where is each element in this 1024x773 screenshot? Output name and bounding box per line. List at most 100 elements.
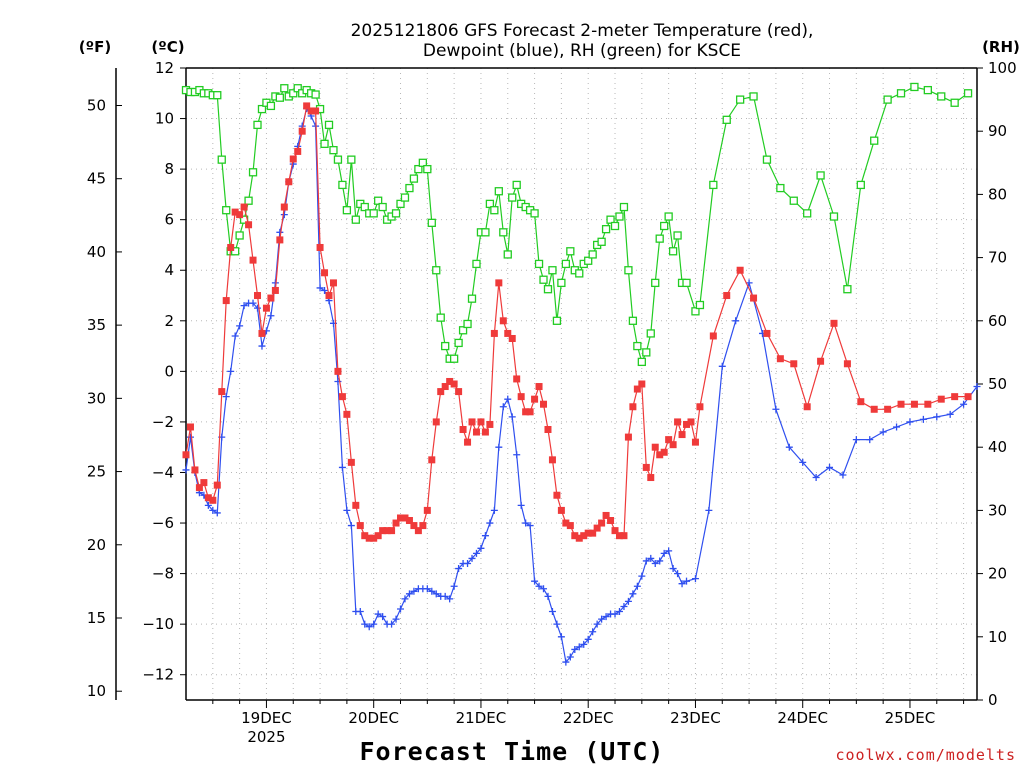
rh-point [749,92,758,101]
rh-point [454,338,463,348]
temperature-point [289,155,297,163]
rh-point [923,85,932,95]
fahrenheit-tick-label: 30 [87,389,106,407]
temperature-point [321,269,329,277]
dewpoint-point [629,590,637,598]
dewpoint-point [204,501,212,509]
temperature-point [611,527,619,535]
temperature-point [499,317,507,325]
temperature-point [316,243,324,251]
dewpoint-point [186,433,194,441]
celsius-tick-label: 12 [155,59,174,77]
dewpoint-point [589,628,597,636]
dewpoint-point [361,620,369,628]
temperature-point [472,428,480,436]
rh-tick-label: 30 [988,501,1007,519]
rh-point [937,92,946,101]
rh-point [423,164,432,174]
dewpoint-point [508,413,516,421]
temperature-point [227,243,235,251]
temperature-point [262,304,270,312]
celsius-tick-label: 4 [164,261,174,279]
dewpoint-point [866,436,874,444]
rh-point [329,146,338,155]
celsius-tick-label: −2 [152,413,174,431]
temperature-point [750,294,758,302]
rh-point [333,155,343,164]
temperature-point [575,534,583,542]
temperature-point [254,292,262,300]
dewpoint-point [544,592,552,600]
rh-point [722,115,731,124]
day-tick-label: 23DEC [670,709,721,727]
temperature-point [553,491,561,499]
dewpoint-point [504,395,512,403]
rh-point [467,294,477,303]
temperature-point [428,456,436,464]
dewpoint-point [338,463,346,471]
rh-point [338,180,347,190]
dewpoint-point [893,423,901,431]
rh-point [530,209,539,218]
temperature-point [607,517,615,525]
temperature-point [392,519,400,527]
dewpoint-point [481,532,489,540]
rh-point [584,256,593,265]
rh-tick-label: 90 [988,122,1007,140]
temperature-point [651,443,659,451]
temperature-point [490,329,498,337]
rh-point [651,278,660,288]
rh-point [351,215,360,224]
rh-tick-label: 20 [988,565,1007,583]
fahrenheit-axis-unit: (ºF) [79,38,111,56]
celsius-tick-label: 8 [164,160,174,178]
temperature-point [218,388,226,396]
temperature-point [602,511,610,519]
rh-tick-label: 40 [988,438,1007,456]
temperature-point [736,266,744,274]
dewpoint-point [477,544,485,552]
celsius-tick-label: 6 [164,211,174,229]
rh-point [843,285,852,294]
rh-point [606,215,615,224]
fahrenheit-tick-label: 35 [87,316,106,334]
fahrenheit-tick-label: 40 [87,243,106,261]
dewpoint-point [839,471,847,479]
temperature-point [405,517,413,525]
dewpoint-point [598,615,606,623]
temperature-point [414,527,422,535]
temperature-point [464,438,472,446]
rh-point [503,250,512,259]
temperature-point [240,203,248,211]
dewpoint-point [593,620,601,628]
year-tick-label: 2025 [247,728,285,746]
dewpoint-point [499,403,507,411]
temperature-point [303,102,311,110]
dewpoint-point [799,458,807,466]
dewpoint-point [450,582,458,590]
temperature-point [687,418,695,426]
dewpoint-point [691,575,699,583]
rh-point [673,231,682,240]
temperature-point [629,403,637,411]
temperature-point [204,494,212,502]
rh-tick-label: 70 [988,249,1007,267]
temperature-point [410,522,418,530]
day-tick-label: 22DEC [563,709,614,727]
chart-title-line-1: 2025121806 GFS Forecast 2-meter Temperat… [351,21,814,41]
dewpoint-point [441,592,449,600]
dewpoint-point [276,228,284,236]
dewpoint-point [486,519,494,527]
rh-point [432,266,441,275]
temperature-point [222,297,230,305]
dewpoint-point [258,342,266,350]
temperature-point [526,408,534,416]
dewpoint-point [919,415,927,423]
dewpoint-point [432,590,440,598]
rh-point [235,231,244,240]
temperature-point [481,428,489,436]
temperature-point [910,400,918,408]
dewpoint-point [321,286,329,294]
celsius-tick-label: −4 [152,463,174,481]
